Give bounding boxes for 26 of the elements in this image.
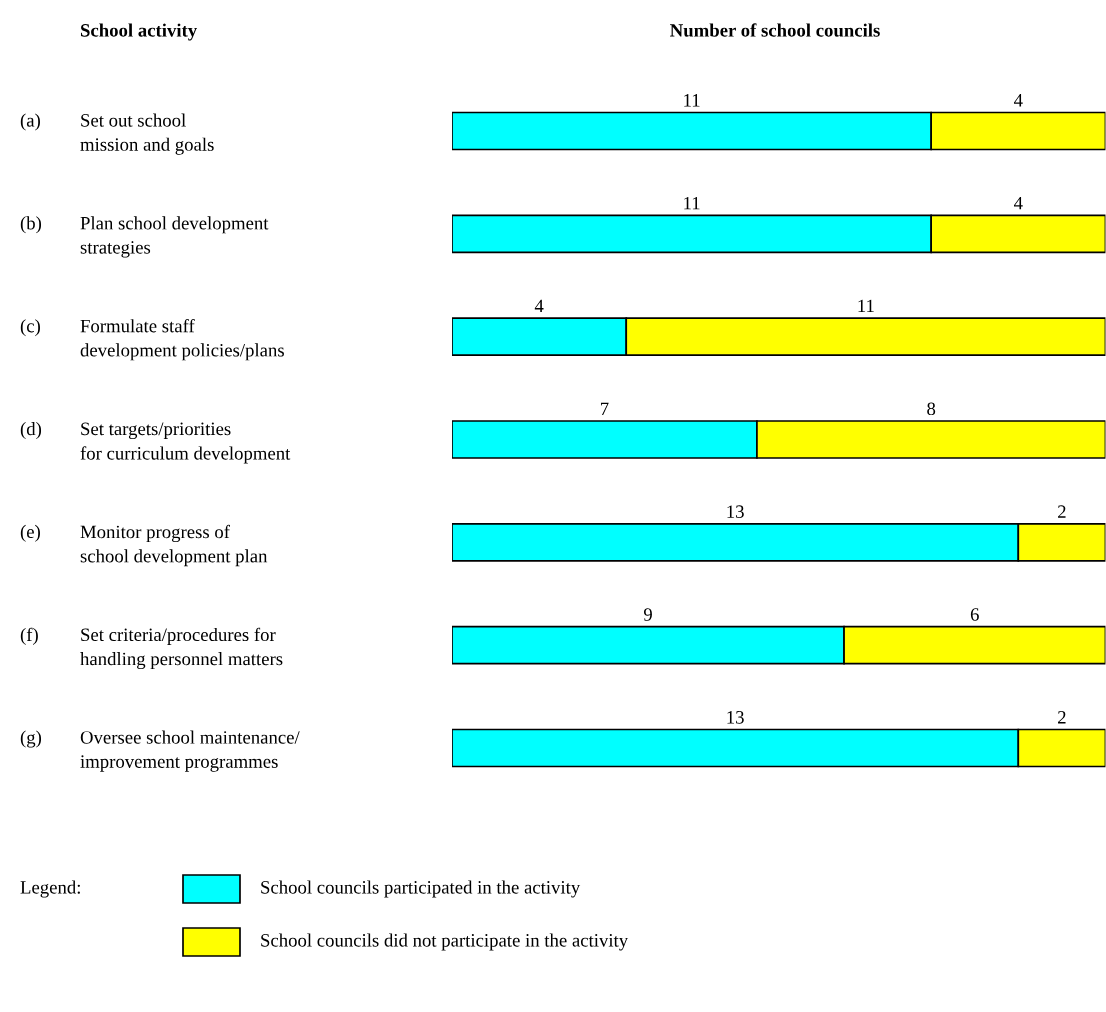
data-label: 13 — [727, 505, 744, 518]
data-label: 6 — [970, 608, 979, 621]
category-label: (e) Monitor progress of school development plan — [20, 524, 268, 567]
category-label: (g) Oversee school maintenance/ improvement programmes — [20, 730, 300, 772]
data-label: 4 — [1014, 94, 1023, 107]
legend-title: Legend: — [20, 880, 80, 898]
data-label: 7 — [601, 402, 609, 415]
data-label: 4 — [534, 299, 544, 313]
data-label: 8 — [927, 402, 936, 416]
text: School activity — [81, 23, 197, 41]
data-label: 11 — [684, 94, 700, 107]
data-label: 11 — [858, 299, 874, 313]
data-label: 11 — [684, 196, 700, 210]
category-label: (f) Set criteria/procedures for handling personnel matters — [20, 627, 283, 670]
legend-label: School councils did not participate in the activity — [261, 933, 629, 951]
category-label: (d) Set targets/priorities for curriculum development — [20, 422, 291, 464]
data-label: 2 — [1058, 505, 1066, 518]
chart-title: Number of school councils — [670, 23, 880, 37]
legend-label: School councils participated in the activity — [261, 880, 581, 898]
data-label: 4 — [1014, 196, 1023, 210]
category-label: (b) Plan school development strategies — [20, 216, 269, 258]
data-label: 2 — [1058, 711, 1066, 724]
category-label: (c) Formulate staff development policies/plans — [20, 318, 284, 361]
data-label: 9 — [643, 608, 652, 621]
data-label: 13 — [727, 711, 744, 724]
category-label: (a) Set out school mission and goals — [20, 113, 214, 155]
